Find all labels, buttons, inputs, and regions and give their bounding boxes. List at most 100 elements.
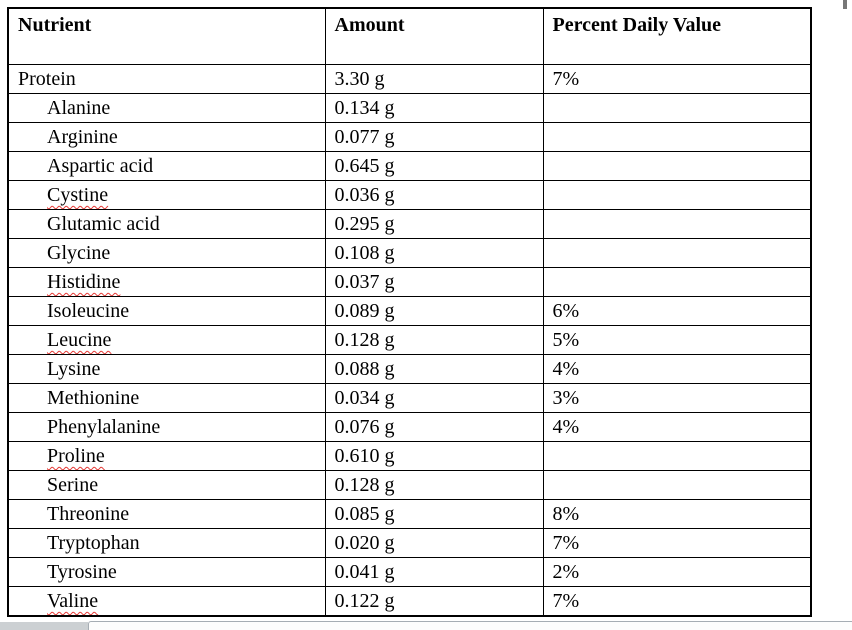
amount-cell: 0.085 g xyxy=(324,499,544,529)
table-row: Methionine 0.034 g 3% xyxy=(7,383,812,413)
nutrient-cell: Glutamic acid xyxy=(7,209,326,239)
table-row: Leucine 0.128 g 5% xyxy=(7,325,812,355)
table-row: Cystine 0.036 g xyxy=(7,180,812,210)
amount-cell: 0.089 g xyxy=(324,296,544,326)
nutrient-label: Phenylalanine xyxy=(47,416,161,438)
nutrient-label: Histidine xyxy=(47,271,121,293)
table-row: Glutamic acid 0.295 g xyxy=(7,209,812,239)
nutrient-cell: Lysine xyxy=(7,354,326,384)
table-row: Tyrosine 0.041 g 2% xyxy=(7,557,812,587)
nutrient-label: Threonine xyxy=(47,503,130,525)
amount-cell: 0.645 g xyxy=(324,151,544,181)
nutrient-table: Nutrient Amount Percent Daily Value Prot… xyxy=(7,7,812,617)
amount-cell: 3.30 g xyxy=(324,64,544,94)
nutrient-cell: Glycine xyxy=(7,238,326,268)
table-row: Proline 0.610 g xyxy=(7,441,812,471)
column-header-amount: Amount xyxy=(324,7,544,65)
percent-daily-value-cell: 7% xyxy=(542,586,812,617)
table-row: Isoleucine 0.089 g 6% xyxy=(7,296,812,326)
nutrient-cell: Proline xyxy=(7,441,326,471)
nutrient-label: Alanine xyxy=(47,97,111,119)
percent-daily-value-cell: 7% xyxy=(542,528,812,558)
table-row: Serine 0.128 g xyxy=(7,470,812,500)
column-header-percent-daily-value: Percent Daily Value xyxy=(542,7,812,65)
amount-cell: 0.134 g xyxy=(324,93,544,123)
percent-daily-value-cell xyxy=(542,238,812,268)
amount-cell: 0.122 g xyxy=(324,586,544,617)
nutrient-cell: Protein xyxy=(7,64,326,94)
percent-daily-value-cell: 7% xyxy=(542,64,812,94)
percent-daily-value-cell: 3% xyxy=(542,383,812,413)
percent-daily-value-cell xyxy=(542,441,812,471)
nutrient-cell: Arginine xyxy=(7,122,326,152)
table-row: Phenylalanine 0.076 g 4% xyxy=(7,412,812,442)
column-header-nutrient: Nutrient xyxy=(7,7,326,65)
nutrient-cell: Valine xyxy=(7,586,326,617)
table-row: Tryptophan 0.020 g 7% xyxy=(7,528,812,558)
nutrient-cell: Phenylalanine xyxy=(7,412,326,442)
nutrient-cell: Threonine xyxy=(7,499,326,529)
table-header-row: Nutrient Amount Percent Daily Value xyxy=(7,7,812,65)
percent-daily-value-cell xyxy=(542,470,812,500)
amount-cell: 0.108 g xyxy=(324,238,544,268)
nutrient-cell: Methionine xyxy=(7,383,326,413)
nutrient-cell: Aspartic acid xyxy=(7,151,326,181)
amount-cell: 0.041 g xyxy=(324,557,544,587)
amount-cell: 0.077 g xyxy=(324,122,544,152)
percent-daily-value-cell: 4% xyxy=(542,412,812,442)
nutrient-label: Isoleucine xyxy=(47,300,130,322)
table-row: Histidine 0.037 g xyxy=(7,267,812,297)
amount-cell: 0.295 g xyxy=(324,209,544,239)
amount-cell: 0.128 g xyxy=(324,325,544,355)
scrollbar-left-gutter xyxy=(0,622,88,630)
table-row: Valine 0.122 g 7% xyxy=(7,586,812,617)
nutrient-label: Arginine xyxy=(47,126,118,148)
percent-daily-value-cell: 8% xyxy=(542,499,812,529)
nutrient-cell: Serine xyxy=(7,470,326,500)
text-cursor-artifact xyxy=(843,0,847,9)
percent-daily-value-cell: 5% xyxy=(542,325,812,355)
scrollbar-area xyxy=(0,620,852,630)
nutrient-label: Glycine xyxy=(47,242,111,264)
percent-daily-value-cell xyxy=(542,267,812,297)
percent-daily-value-cell xyxy=(542,93,812,123)
percent-daily-value-cell xyxy=(542,151,812,181)
horizontal-scrollbar-track[interactable] xyxy=(88,621,852,630)
percent-daily-value-cell: 4% xyxy=(542,354,812,384)
table-row: Lysine 0.088 g 4% xyxy=(7,354,812,384)
percent-daily-value-cell xyxy=(542,209,812,239)
nutrient-cell: Tryptophan xyxy=(7,528,326,558)
table-row: Alanine 0.134 g xyxy=(7,93,812,123)
nutrient-label: Tryptophan xyxy=(47,532,140,554)
nutrient-label: Methionine xyxy=(47,387,140,409)
percent-daily-value-cell xyxy=(542,180,812,210)
table-row: Arginine 0.077 g xyxy=(7,122,812,152)
nutrient-cell: Histidine xyxy=(7,267,326,297)
table-row: Glycine 0.108 g xyxy=(7,238,812,268)
nutrient-cell: Isoleucine xyxy=(7,296,326,326)
amount-cell: 0.037 g xyxy=(324,267,544,297)
nutrient-label: Tyrosine xyxy=(47,561,117,583)
amount-cell: 0.036 g xyxy=(324,180,544,210)
nutrient-label: Leucine xyxy=(47,329,112,351)
amount-cell: 0.034 g xyxy=(324,383,544,413)
nutrient-cell: Alanine xyxy=(7,93,326,123)
percent-daily-value-cell: 6% xyxy=(542,296,812,326)
nutrient-label: Aspartic acid xyxy=(47,155,154,177)
nutrient-label: Cystine xyxy=(47,184,109,206)
nutrient-label: Valine xyxy=(47,590,99,612)
percent-daily-value-cell: 2% xyxy=(542,557,812,587)
nutrient-label: Lysine xyxy=(47,358,101,380)
amount-cell: 0.020 g xyxy=(324,528,544,558)
amount-cell: 0.088 g xyxy=(324,354,544,384)
nutrient-label: Proline xyxy=(47,445,105,467)
nutrient-label: Glutamic acid xyxy=(47,213,160,235)
nutrient-cell: Leucine xyxy=(7,325,326,355)
amount-cell: 0.076 g xyxy=(324,412,544,442)
table-row: Protein 3.30 g 7% xyxy=(7,64,812,94)
nutrient-label: Serine xyxy=(47,474,99,496)
table-row: Threonine 0.085 g 8% xyxy=(7,499,812,529)
amount-cell: 0.128 g xyxy=(324,470,544,500)
nutrient-cell: Cystine xyxy=(7,180,326,210)
percent-daily-value-cell xyxy=(542,122,812,152)
